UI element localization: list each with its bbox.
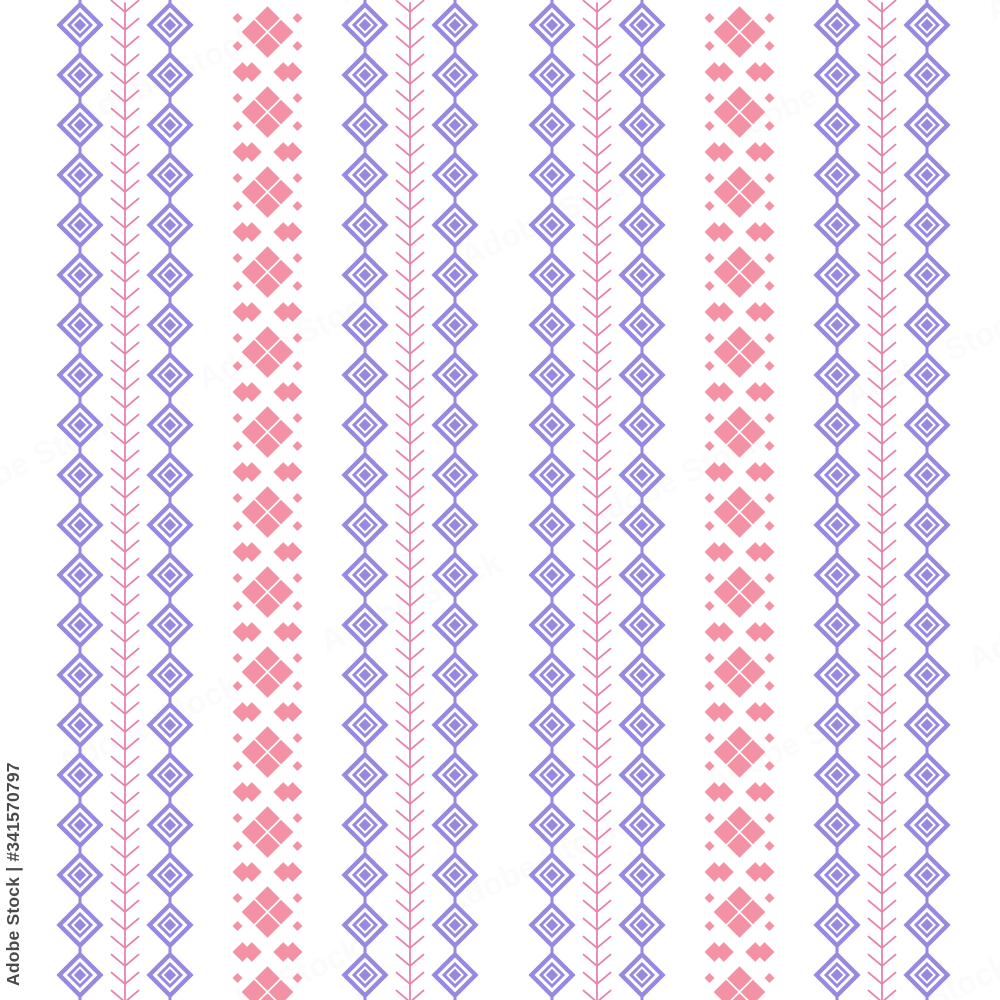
svg-text:Adobe Stock | #341570797: Adobe Stock | #341570797 [3,762,23,986]
